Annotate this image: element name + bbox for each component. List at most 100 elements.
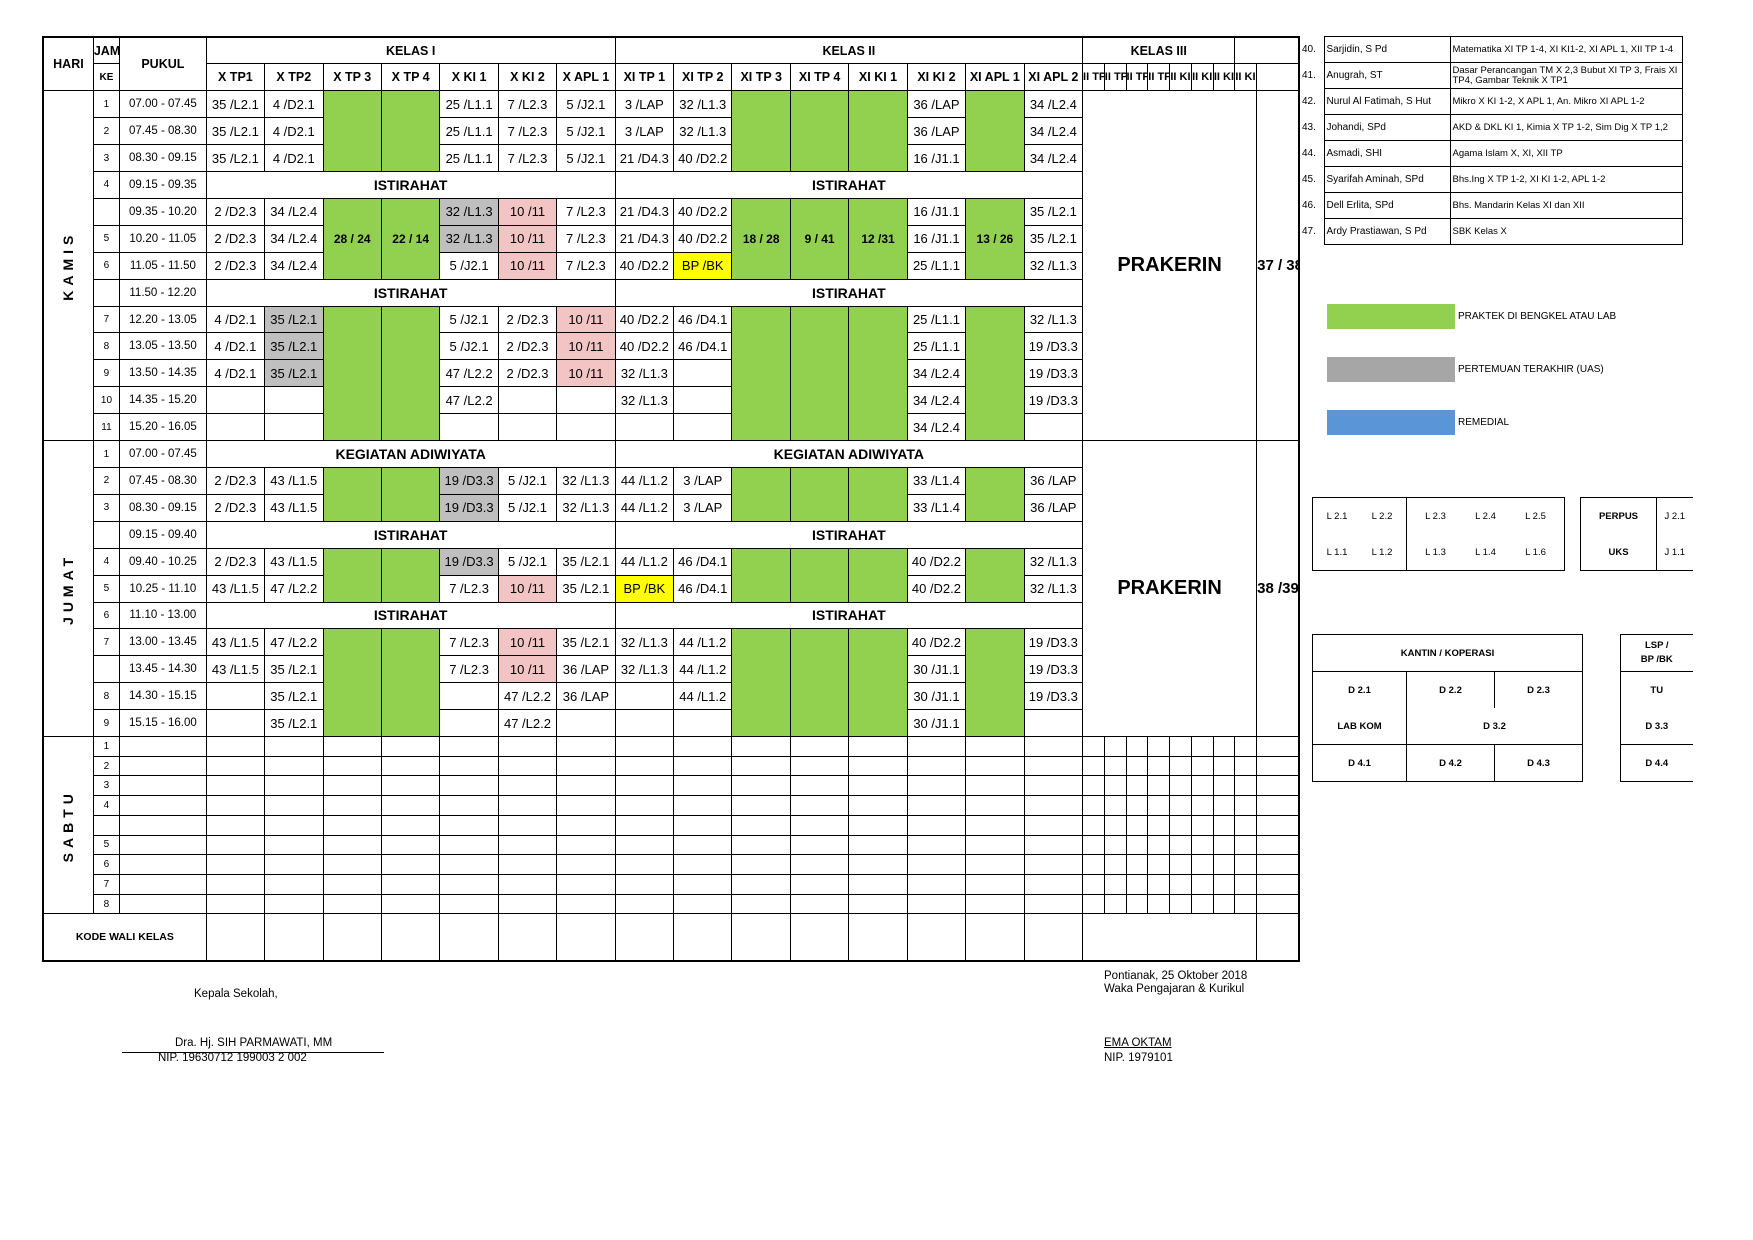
empty-cell (439, 814, 499, 836)
schedule-cell: 2 /D2.3 (497, 305, 558, 334)
empty-cell (556, 893, 616, 915)
empty-cell (119, 755, 207, 777)
principal-nip: NIP. 19630712 199003 2 002 (158, 1052, 307, 1064)
jam-ke: 3 (92, 775, 121, 797)
schedule-cell: 3 /LAP (673, 467, 733, 495)
empty-cell (556, 775, 616, 797)
schedule-cell: 44 /L1.2 (614, 493, 675, 522)
empty-cell (673, 893, 733, 915)
schedule-cell: 19 /D3.3 (439, 547, 499, 576)
empty-cell (731, 795, 791, 816)
empty-cell (205, 775, 266, 797)
schedule-cell: 47 /L2.2 (497, 709, 558, 738)
empty-cell (119, 775, 207, 797)
class-col-header: XI KI 2 (906, 63, 967, 92)
empty-cell (264, 893, 324, 915)
jam-ke (92, 655, 121, 684)
schedule-cell: 43 /L1.5 (205, 655, 266, 684)
empty-cell (731, 834, 791, 856)
teacher-list: 40. Sarjidin, S Pd Matematika XI TP 1-4, X… (1300, 36, 1683, 245)
teacher-name: Ardy Prastiawan, S Pd (1323, 218, 1451, 245)
vice-nip: NIP. 1979101 (1104, 1052, 1173, 1064)
empty-cell (1169, 873, 1192, 895)
empty-cell (1103, 814, 1127, 836)
empty-cell (906, 834, 967, 856)
lab-block-xtp3 (322, 90, 382, 173)
time-slot: 11.05 - 11.50 (119, 251, 207, 280)
teacher-no: 47. (1302, 225, 1316, 237)
schedule-cell (556, 386, 616, 415)
empty-cell (673, 795, 733, 816)
empty-cell (731, 775, 791, 797)
lab-block-xtp4 (380, 628, 441, 738)
schedule-cell: 47 /L2.2 (439, 386, 499, 415)
prakerin-label: PRAKERIN (1082, 90, 1258, 442)
schedule-cell: 40 /D2.2 (673, 144, 733, 173)
jam-ke: 3 (92, 493, 121, 522)
empty-cell (848, 834, 908, 856)
empty-cell (1256, 873, 1300, 895)
jam-ke: 9 (92, 709, 121, 738)
schedule-cell (614, 709, 675, 738)
schedule-cell (205, 386, 266, 415)
empty-cell (1212, 814, 1236, 836)
empty-cell (1023, 834, 1084, 856)
schedule-cell: 16 /J1.1 (906, 144, 967, 173)
istirahat-row: ISTIRAHAT (205, 171, 616, 199)
empty-cell (1125, 814, 1149, 836)
schedule-cell: 7 /L2.3 (497, 117, 558, 146)
schedule-cell: 4 /D2.1 (264, 90, 324, 119)
empty-cell (906, 854, 967, 875)
empty-cell (1082, 775, 1105, 797)
jam-ke: 7 (92, 305, 121, 334)
schedule-cell: 16 /J1.1 (906, 197, 967, 226)
empty-cell (906, 893, 967, 915)
schedule-cell: 34 /L2.4 (1023, 144, 1084, 173)
empty-cell (614, 893, 675, 915)
teacher-subject: AKD & DKL KI 1, Kimia X TP 1-2, Sim Dig … (1449, 114, 1683, 141)
empty-cell (1103, 755, 1127, 777)
empty-cell (1234, 834, 1258, 856)
empty-cell (1103, 775, 1127, 797)
lab-block-xitp4 (789, 305, 850, 442)
principal-title: Kepala Sekolah, (194, 988, 278, 1000)
teacher-name: Syarifah Aminah, SPd (1323, 166, 1451, 193)
empty-cell (380, 893, 441, 915)
schedule-cell: 19 /D3.3 (1023, 628, 1084, 657)
empty-cell (1082, 755, 1105, 777)
schedule-cell: 19 /D3.3 (439, 493, 499, 522)
empty-cell (1256, 893, 1300, 915)
lab-block-xiki1 (848, 547, 908, 603)
room: J 2.1 (1656, 497, 1693, 534)
schedule-cell: 36 /LAP (906, 90, 967, 119)
schedule-cell (439, 682, 499, 711)
empty-cell (1190, 755, 1214, 777)
empty-cell (731, 814, 791, 836)
class-col-header: XI KI 1 (848, 63, 908, 92)
room: L 2.1 (1326, 510, 1348, 522)
teacher-subject: Agama Islam X, XI, XII TP (1449, 140, 1683, 167)
empty-cell (614, 854, 675, 875)
class-col-header: X KI 1 (439, 63, 499, 92)
empty-cell (1169, 814, 1192, 836)
room: D 4.3 (1493, 744, 1584, 782)
schedule-cell: 35 /L2.1 (1023, 224, 1084, 253)
schedule-cell: 43 /L1.5 (205, 574, 266, 603)
kode-cell (380, 913, 441, 962)
empty-cell (673, 873, 733, 895)
empty-cell (1256, 795, 1300, 816)
lab-block-xtp3 (322, 628, 382, 738)
schedule-table: HARI JAM PUKUL KELAS I KELAS II KELAS III KE X … (42, 36, 1300, 962)
schedule-cell: 47 /L2.2 (264, 628, 324, 657)
empty-cell (673, 854, 733, 875)
schedule-cell: 34 /L2.4 (906, 359, 967, 388)
empty-cell (380, 775, 441, 797)
empty-cell (965, 775, 1025, 797)
empty-cell (1147, 795, 1171, 816)
jam-ke: 2 (92, 467, 121, 495)
schedule-cell: 30 /J1.1 (906, 709, 967, 738)
legend-swatch (1327, 304, 1455, 329)
pukul-header: PUKUL (119, 36, 207, 92)
empty-cell (439, 775, 499, 797)
empty-cell (789, 814, 850, 836)
